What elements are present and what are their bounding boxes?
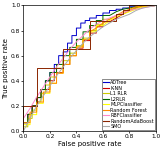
Y-axis label: True positive rate: True positive rate	[3, 38, 10, 99]
X-axis label: False positive rate: False positive rate	[58, 141, 121, 147]
Legend: ADTree, K-NN, L1 RLR, L2RLR, MLPClassifier, Random Forest, RBFClassifier, Random: ADTree, K-NN, L1 RLR, L2RLR, MLPClassifi…	[102, 79, 155, 130]
